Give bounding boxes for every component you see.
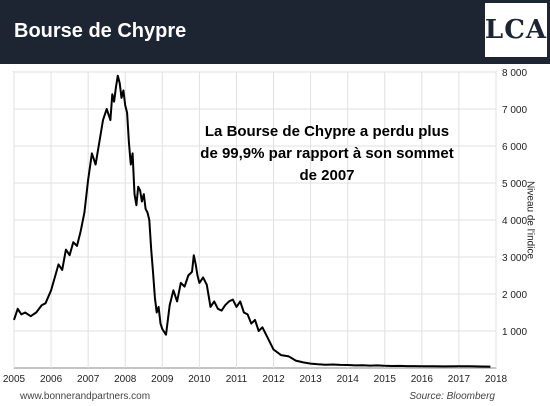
x-tick-label: 2005: [3, 374, 26, 385]
y-tick-label: 2 000: [502, 290, 527, 301]
x-tick-label: 2017: [448, 374, 471, 385]
chart-annotation: La Bourse de Chypre a perdu plus de 99,9…: [200, 123, 454, 184]
x-tick-label: 2009: [151, 374, 174, 385]
page-title: Bourse de Chypre: [14, 20, 187, 42]
y-tick-label: 4 000: [502, 216, 527, 227]
x-tick-label: 2010: [188, 374, 211, 385]
y-tick-label: 1 000: [502, 327, 527, 338]
x-tick-label: 2011: [226, 374, 248, 385]
x-tick-label: 2018: [485, 374, 508, 385]
footer-source: Source: Bloomberg: [409, 391, 495, 402]
y-tick-label: 8 000: [502, 68, 527, 79]
x-tick-label: 2012: [262, 374, 285, 385]
x-tick-label: 2008: [114, 374, 137, 385]
x-tick-label: 2015: [374, 374, 397, 385]
x-tick-label: 2016: [411, 374, 434, 385]
x-tick-label: 2014: [337, 374, 360, 385]
y-tick-label: 6 000: [502, 142, 527, 153]
x-tick-label: 2007: [77, 374, 100, 385]
x-tick-label: 2006: [40, 374, 63, 385]
logo: LCA: [485, 3, 547, 57]
x-tick-label: 2013: [299, 374, 322, 385]
header-bar: Bourse de Chypre LCA: [0, 0, 550, 64]
logo-text: LCA: [484, 15, 548, 45]
y-tick-label: 5 000: [502, 179, 527, 190]
y-tick-label: 3 000: [502, 253, 527, 264]
y-tick-label: 7 000: [502, 105, 527, 116]
footer-website: www.bonnerandpartners.com: [19, 391, 150, 402]
y-axis-label: Niveau de l'indice: [524, 180, 536, 260]
series-line: [13, 74, 491, 368]
